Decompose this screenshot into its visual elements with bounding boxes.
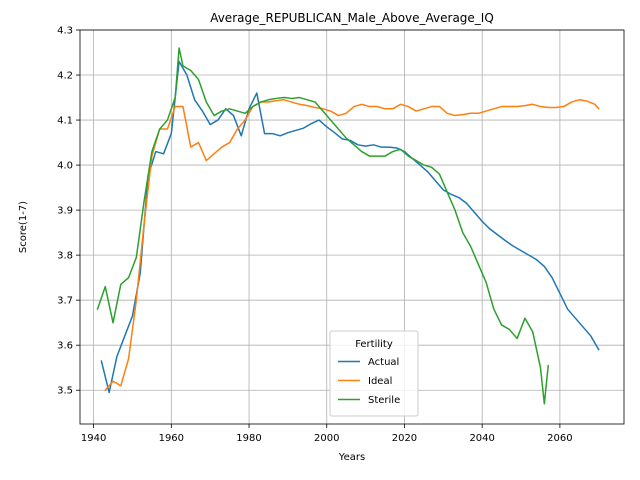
x-tick-label: 2060 [547, 433, 572, 444]
y-tick-label: 3.9 [57, 206, 73, 217]
series-lines [96, 47, 600, 405]
legend-label-actual: Actual [368, 357, 399, 368]
x-axis-label: Years [338, 452, 365, 463]
legend: Fertility Actual Ideal Sterile [329, 330, 419, 417]
legend-label-ideal: Ideal [368, 376, 392, 387]
y-tick-label: 4.1 [57, 116, 73, 127]
x-tick-label: 1980 [236, 433, 261, 444]
legend-box [329, 330, 419, 417]
y-tick-label: 4.2 [57, 71, 73, 82]
chart-title: Average_REPUBLICAN_Male_Above_Average_IQ [210, 11, 494, 25]
y-tick-label: 4.3 [57, 26, 73, 37]
series-line-sterile [96, 47, 549, 405]
y-axis-ticks: 3.5 3.6 3.7 3.8 3.9 4.0 4.1 4.2 4.3 [57, 26, 80, 397]
y-tick-label: 4.0 [57, 161, 73, 172]
x-tick-label: 2020 [392, 433, 417, 444]
x-axis-ticks: 1940 1960 1980 2000 2020 2040 2060 [81, 424, 573, 444]
x-tick-label: 1940 [81, 433, 106, 444]
grid [80, 29, 624, 424]
x-tick-label: 1960 [159, 433, 184, 444]
y-axis-label: Score(1-7) [18, 201, 29, 253]
y-tick-label: 3.6 [57, 341, 73, 352]
legend-title: Fertility [355, 339, 393, 350]
x-tick-label: 2000 [314, 433, 339, 444]
series-line-ideal [104, 99, 600, 391]
legend-label-sterile: Sterile [368, 395, 400, 406]
series-line-actual [100, 60, 600, 394]
y-tick-label: 3.8 [57, 251, 73, 262]
legend-items: Actual Ideal Sterile [338, 357, 400, 406]
x-tick-label: 2040 [469, 433, 494, 444]
y-tick-label: 3.5 [57, 386, 73, 397]
y-tick-label: 3.7 [57, 296, 73, 307]
plot-area-frame [79, 29, 625, 425]
